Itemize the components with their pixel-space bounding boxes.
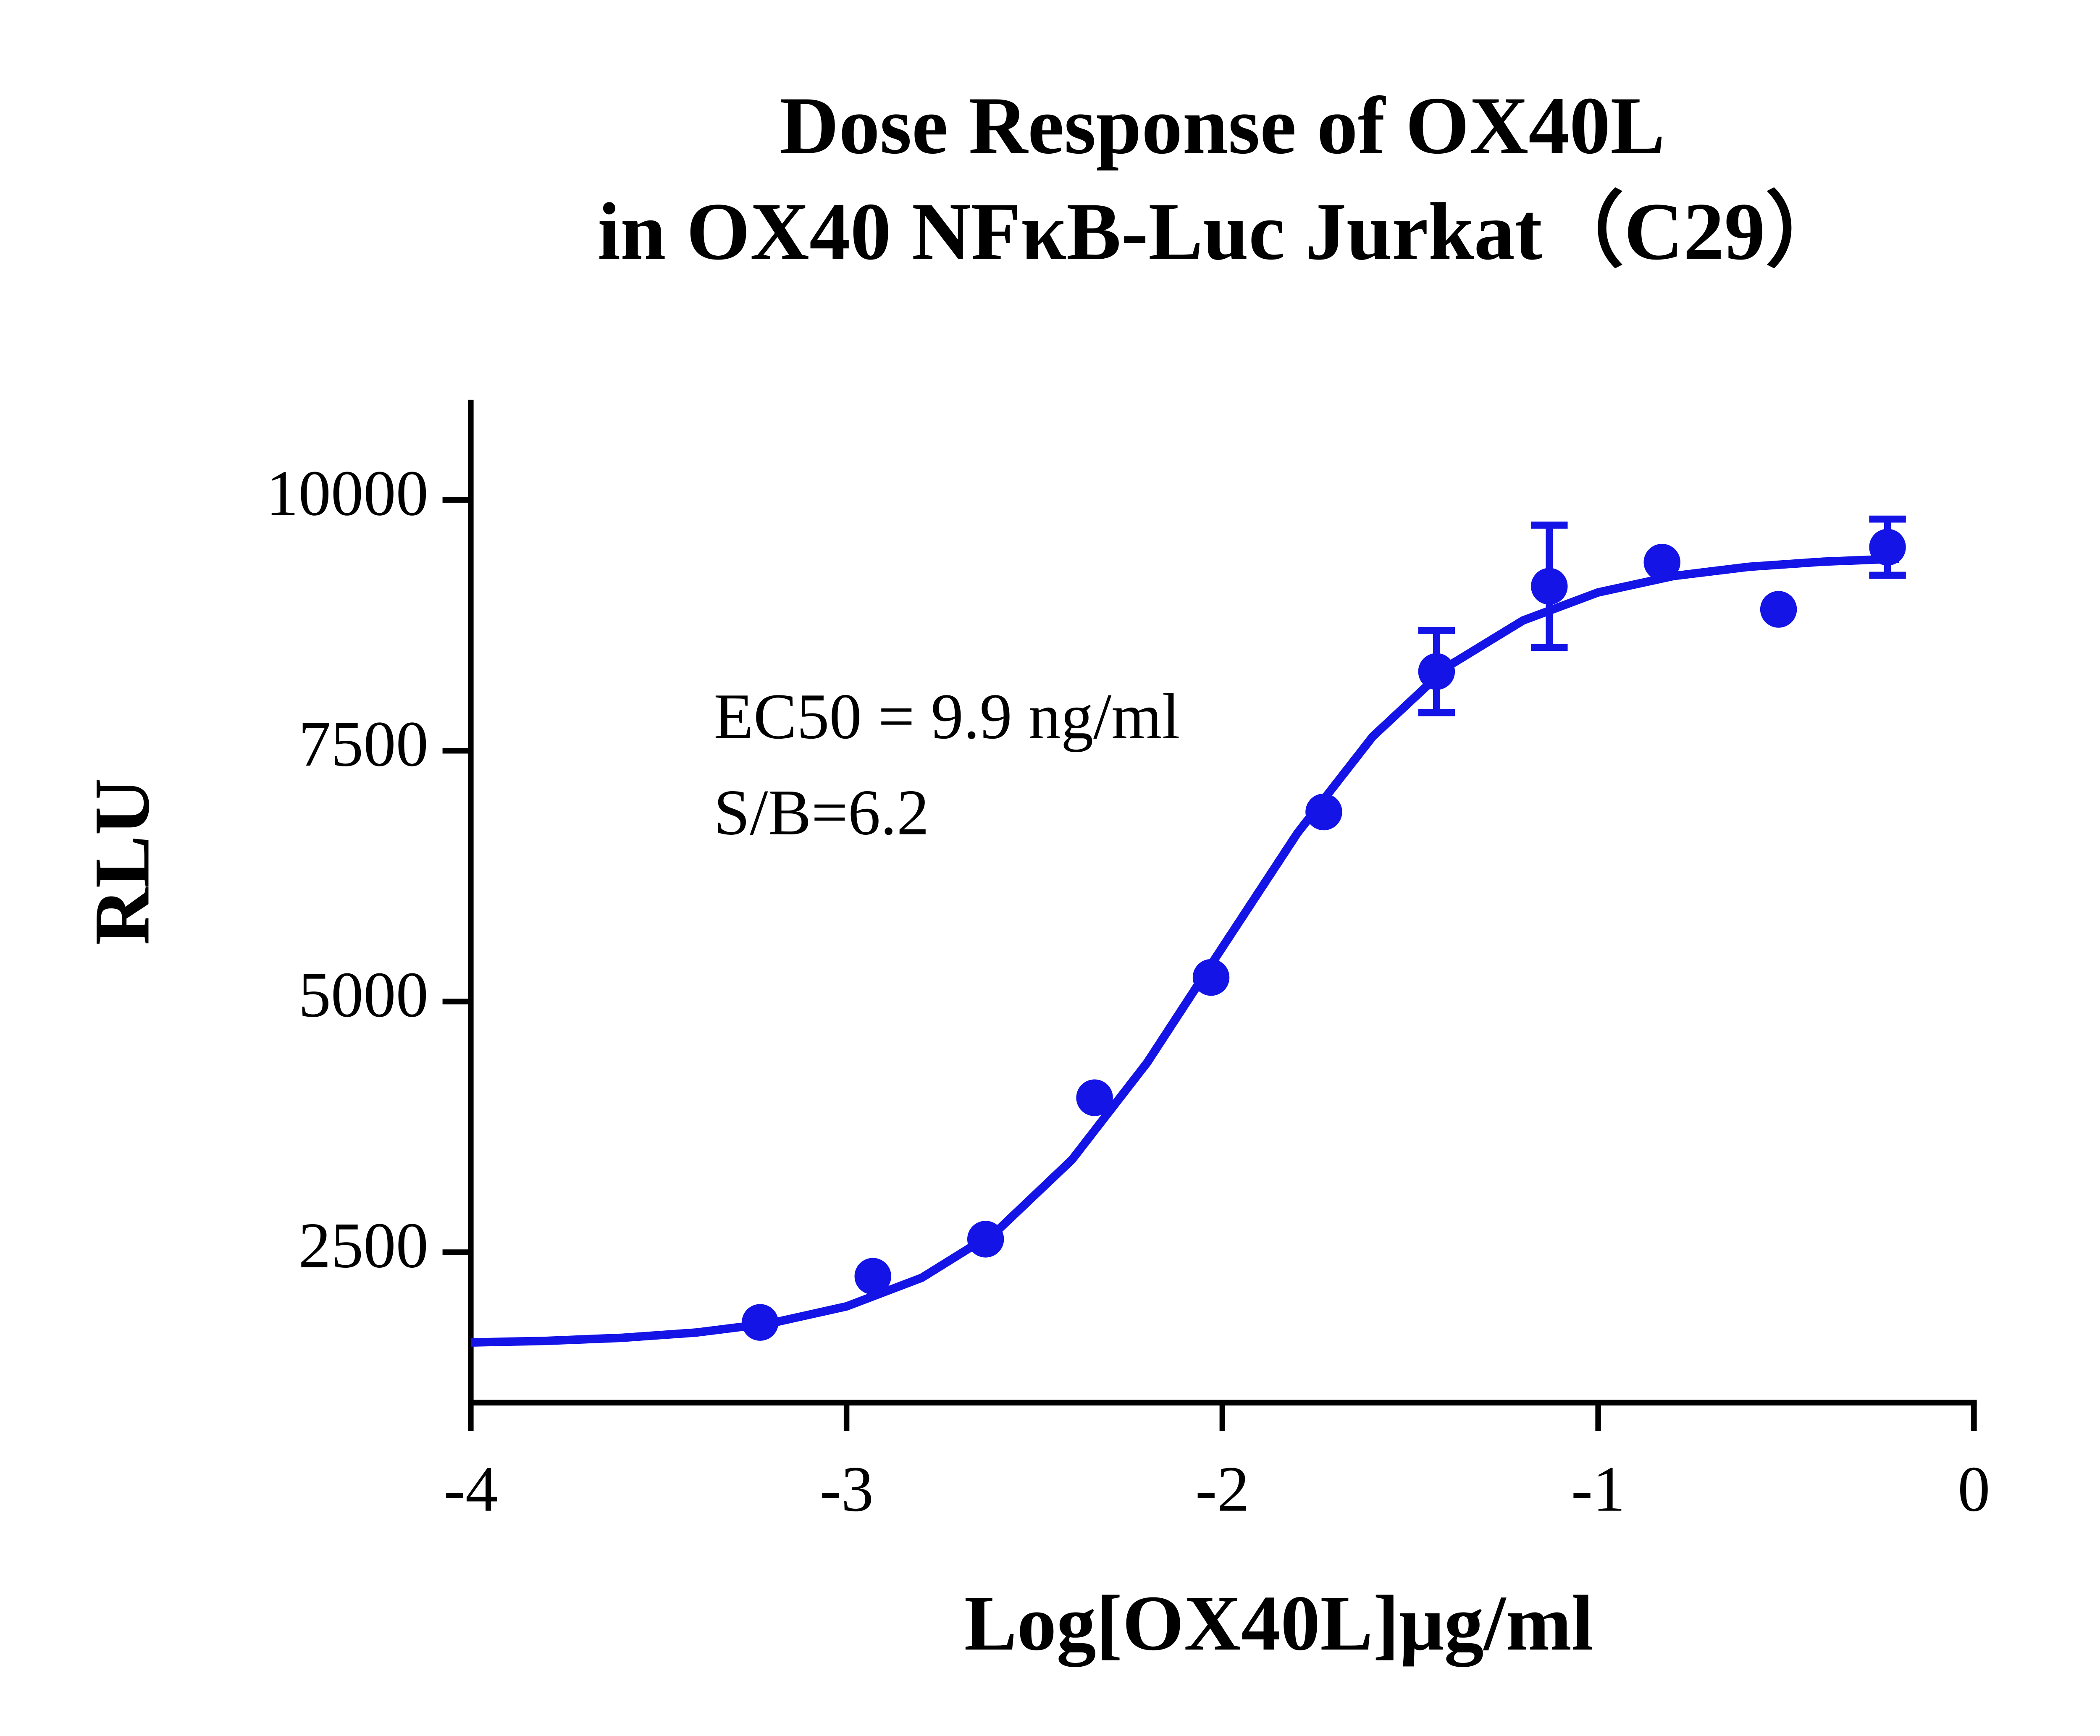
y-axis-title: RLU <box>78 778 165 945</box>
data-point <box>1869 529 1906 566</box>
x-tick-label: -1 <box>1571 1453 1625 1525</box>
y-tick-label: 2500 <box>299 1209 428 1281</box>
y-tick-label: 5000 <box>299 959 428 1031</box>
chart-title: Dose Response of OX40L <box>780 80 1665 171</box>
data-point <box>1192 959 1230 996</box>
data-point <box>967 1221 1004 1258</box>
x-axis-title: Log[OX40L]μg/ml <box>964 1579 1594 1667</box>
annotation: S/B=6.2 <box>714 776 929 848</box>
chart-title: in OX40 NFκB-Luc Jurkat（C29） <box>598 186 1847 277</box>
y-tick-label: 10000 <box>266 457 428 529</box>
data-point <box>854 1258 891 1295</box>
x-tick-label: -3 <box>819 1453 874 1525</box>
y-tick-label: 7500 <box>299 708 428 780</box>
data-point <box>1531 568 1568 605</box>
data-point <box>742 1304 779 1341</box>
x-tick-label: -4 <box>444 1453 498 1525</box>
annotation: EC50 = 9.9 ng/ml <box>714 681 1180 753</box>
data-point <box>1760 591 1797 628</box>
x-tick-label: -2 <box>1195 1453 1250 1525</box>
data-point <box>1076 1079 1113 1116</box>
data-point <box>1418 653 1455 690</box>
data-point <box>1643 544 1680 581</box>
data-point <box>1305 793 1342 831</box>
fit-curve <box>470 554 1899 1347</box>
x-tick-label: 0 <box>1958 1453 1990 1525</box>
